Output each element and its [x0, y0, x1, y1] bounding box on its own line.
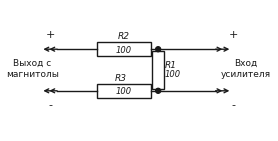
Text: Выход с
магнитолы: Выход с магнитолы	[6, 59, 59, 79]
Text: -: -	[231, 100, 235, 110]
Text: R1: R1	[165, 60, 177, 70]
Bar	[152, 51, 164, 89]
Text: +: +	[229, 30, 238, 40]
Text: R3: R3	[115, 74, 127, 83]
Text: +: +	[46, 30, 55, 40]
Text: Вход
усилителя: Вход усилителя	[220, 59, 270, 79]
Bar	[97, 84, 151, 98]
Bar	[97, 42, 151, 56]
Text: -: -	[48, 100, 52, 110]
Circle shape	[156, 47, 161, 52]
Text: R2: R2	[118, 32, 130, 41]
Circle shape	[156, 88, 161, 93]
Text: 100: 100	[165, 70, 181, 80]
Text: 100: 100	[116, 87, 132, 96]
Text: 100: 100	[116, 46, 132, 55]
